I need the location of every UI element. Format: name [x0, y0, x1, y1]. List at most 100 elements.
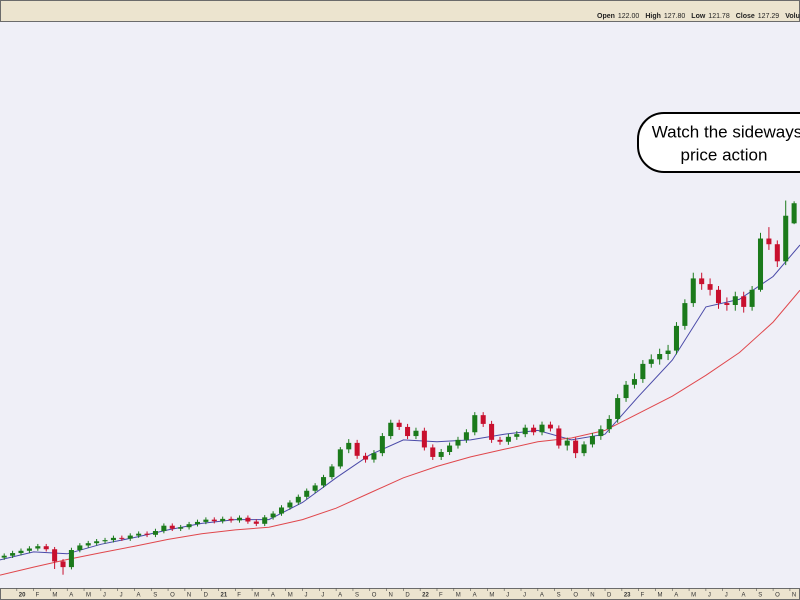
candle-body	[60, 561, 66, 568]
candle-body	[472, 415, 478, 433]
callout	[637, 112, 800, 173]
x-tick-label: S	[153, 593, 157, 599]
candle-body	[1, 555, 7, 558]
candle-body	[169, 525, 175, 529]
candle-body	[236, 517, 243, 521]
x-tick-label: A	[741, 593, 745, 599]
candle-body	[405, 426, 411, 437]
candle-body	[329, 466, 335, 478]
candle-body	[421, 430, 427, 448]
candle-body	[665, 350, 671, 355]
header-label: Open	[597, 13, 615, 20]
header-label: Volu	[785, 13, 800, 20]
header-label: Low	[691, 13, 706, 20]
candle-body	[194, 521, 200, 525]
candle-body	[505, 436, 511, 442]
candle-body	[110, 537, 116, 541]
candle-body	[438, 452, 444, 457]
candle-body	[379, 436, 385, 454]
candle-body	[774, 244, 780, 262]
header-label: Close	[736, 13, 755, 20]
candle-body	[178, 527, 184, 529]
x-tick-label: O	[775, 593, 780, 599]
x-tick-label: N	[792, 593, 796, 599]
candle-body	[657, 354, 663, 360]
candle-body	[270, 513, 276, 518]
x-tick-label: F	[237, 593, 241, 599]
x-tick-label: S	[557, 593, 561, 599]
candle-body	[304, 490, 310, 497]
x-tick-label: M	[254, 593, 259, 599]
candle-body	[514, 434, 520, 437]
candle-body	[295, 496, 301, 503]
x-tick-label: A	[540, 593, 544, 599]
candle-body	[363, 455, 369, 460]
candle-body	[522, 427, 528, 435]
x-tick-label: M	[456, 593, 461, 599]
candle-body	[631, 379, 637, 385]
x-tick-label: A	[473, 593, 477, 599]
candle-body	[371, 453, 377, 460]
candle-body	[186, 524, 192, 528]
candle-body	[85, 543, 91, 546]
candle-body	[556, 428, 562, 446]
x-tick-label: J	[305, 593, 308, 599]
candle-body	[144, 533, 150, 535]
ohlc-header: Open 122.00 High 127.80 Low 121.78 Close 127.29…	[597, 13, 800, 20]
candle-body	[127, 535, 133, 539]
candle-body	[161, 525, 167, 532]
candle-body	[623, 384, 629, 399]
candle-body	[699, 278, 705, 285]
candle-body	[791, 203, 797, 224]
candle-body	[707, 284, 713, 290]
candle-body	[68, 550, 74, 568]
candle-body	[152, 531, 158, 535]
candle-body	[606, 418, 612, 430]
candle-body	[211, 519, 217, 522]
candle-body	[783, 215, 789, 262]
x-tick-label: D	[405, 593, 410, 599]
header-value: 127.80	[664, 13, 686, 20]
header-value: 127.29	[758, 13, 780, 20]
candle-body	[497, 439, 503, 442]
candle-body	[732, 296, 738, 305]
x-tick-label: F	[439, 593, 443, 599]
candle-body	[10, 553, 16, 556]
candle-body	[312, 485, 318, 491]
x-tick-label: 23	[624, 593, 631, 599]
candle-body	[35, 546, 41, 549]
candle-body	[648, 359, 654, 364]
candle-body	[346, 442, 352, 450]
candle-body	[749, 289, 755, 307]
candle-body	[682, 303, 688, 326]
candle-body	[598, 429, 604, 437]
x-tick-label: N	[389, 593, 393, 599]
candle-body	[337, 449, 343, 467]
x-tick-label: J	[523, 593, 526, 599]
candle-body	[640, 363, 646, 380]
candle-body	[455, 439, 461, 446]
x-tick-label: A	[136, 593, 140, 599]
x-tick-label: A	[69, 593, 73, 599]
x-tick-label: D	[607, 593, 612, 599]
candle-body	[531, 427, 537, 433]
x-tick-label: D	[204, 593, 209, 599]
candle-body	[388, 422, 394, 437]
x-tick-label: F	[36, 593, 40, 599]
candle-body	[287, 502, 293, 508]
x-tick-label: A	[271, 593, 275, 599]
moving-average	[0, 244, 800, 561]
candle-body	[690, 278, 696, 304]
candle-body	[715, 289, 722, 304]
candle-body	[757, 238, 764, 290]
candle-body	[573, 440, 579, 454]
candle-body	[77, 545, 83, 551]
candle-body	[52, 549, 58, 562]
candle-body	[18, 550, 24, 554]
x-tick-label: S	[355, 593, 359, 599]
candle-body	[489, 423, 495, 440]
x-tick-label: 21	[220, 593, 227, 599]
